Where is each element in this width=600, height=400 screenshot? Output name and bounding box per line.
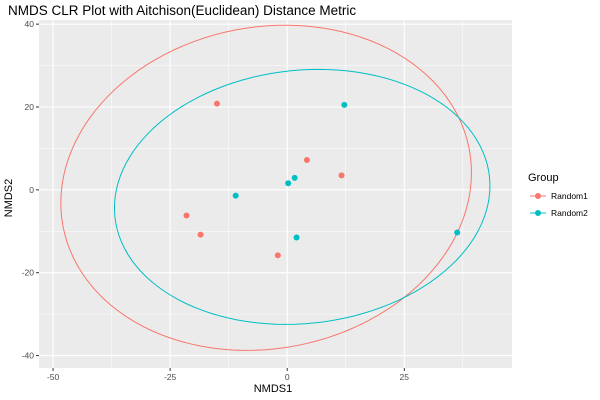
- data-point-random2: [341, 101, 348, 108]
- x-tick-label: 0: [285, 372, 290, 382]
- legend: Group Random1 Random2: [528, 172, 588, 218]
- plot-panel: [39, 20, 512, 368]
- x-tick-label: 25: [400, 372, 410, 382]
- y-axis-title: NMDS2: [3, 179, 15, 218]
- y-axis-ticks: -40 -20 0 20 40: [22, 19, 39, 361]
- data-point-random2: [293, 234, 300, 241]
- data-point-random1: [303, 157, 310, 164]
- y-tick-label: 40: [25, 19, 35, 29]
- data-point-random2: [232, 192, 239, 199]
- x-axis-title: NMDS1: [254, 383, 293, 395]
- y-tick-label: 0: [29, 185, 34, 195]
- chart-title: NMDS CLR Plot with Aitchison(Euclidean) …: [8, 3, 356, 18]
- major-gridlines: [39, 20, 512, 368]
- x-axis-ticks: -50 -25 0 25: [47, 368, 409, 382]
- y-tick-label: 20: [25, 102, 35, 112]
- legend-key-point: [535, 210, 541, 216]
- minor-gridlines: [39, 20, 512, 368]
- legend-items: Random1 Random2: [530, 191, 588, 218]
- x-tick-label: -50: [47, 372, 60, 382]
- confidence-ellipses: [60, 24, 491, 351]
- data-point-random1: [197, 231, 204, 238]
- data-point-random2: [291, 174, 298, 181]
- legend-label-random1: Random1: [551, 191, 588, 201]
- ellipse-random1: [60, 24, 472, 351]
- data-points: [183, 100, 461, 259]
- data-point-random1: [274, 252, 281, 259]
- data-point-random1: [213, 100, 220, 107]
- legend-label-random2: Random2: [551, 208, 588, 218]
- x-tick-label: -25: [164, 372, 177, 382]
- data-point-random1: [183, 212, 190, 219]
- data-point-random2: [285, 180, 292, 187]
- data-point-random2: [454, 229, 461, 236]
- y-tick-label: -40: [22, 351, 35, 361]
- legend-key-point: [535, 193, 541, 199]
- ellipse-random2: [113, 68, 491, 325]
- legend-title: Group: [528, 172, 559, 184]
- data-point-random1: [338, 172, 345, 179]
- y-tick-label: -20: [22, 268, 35, 278]
